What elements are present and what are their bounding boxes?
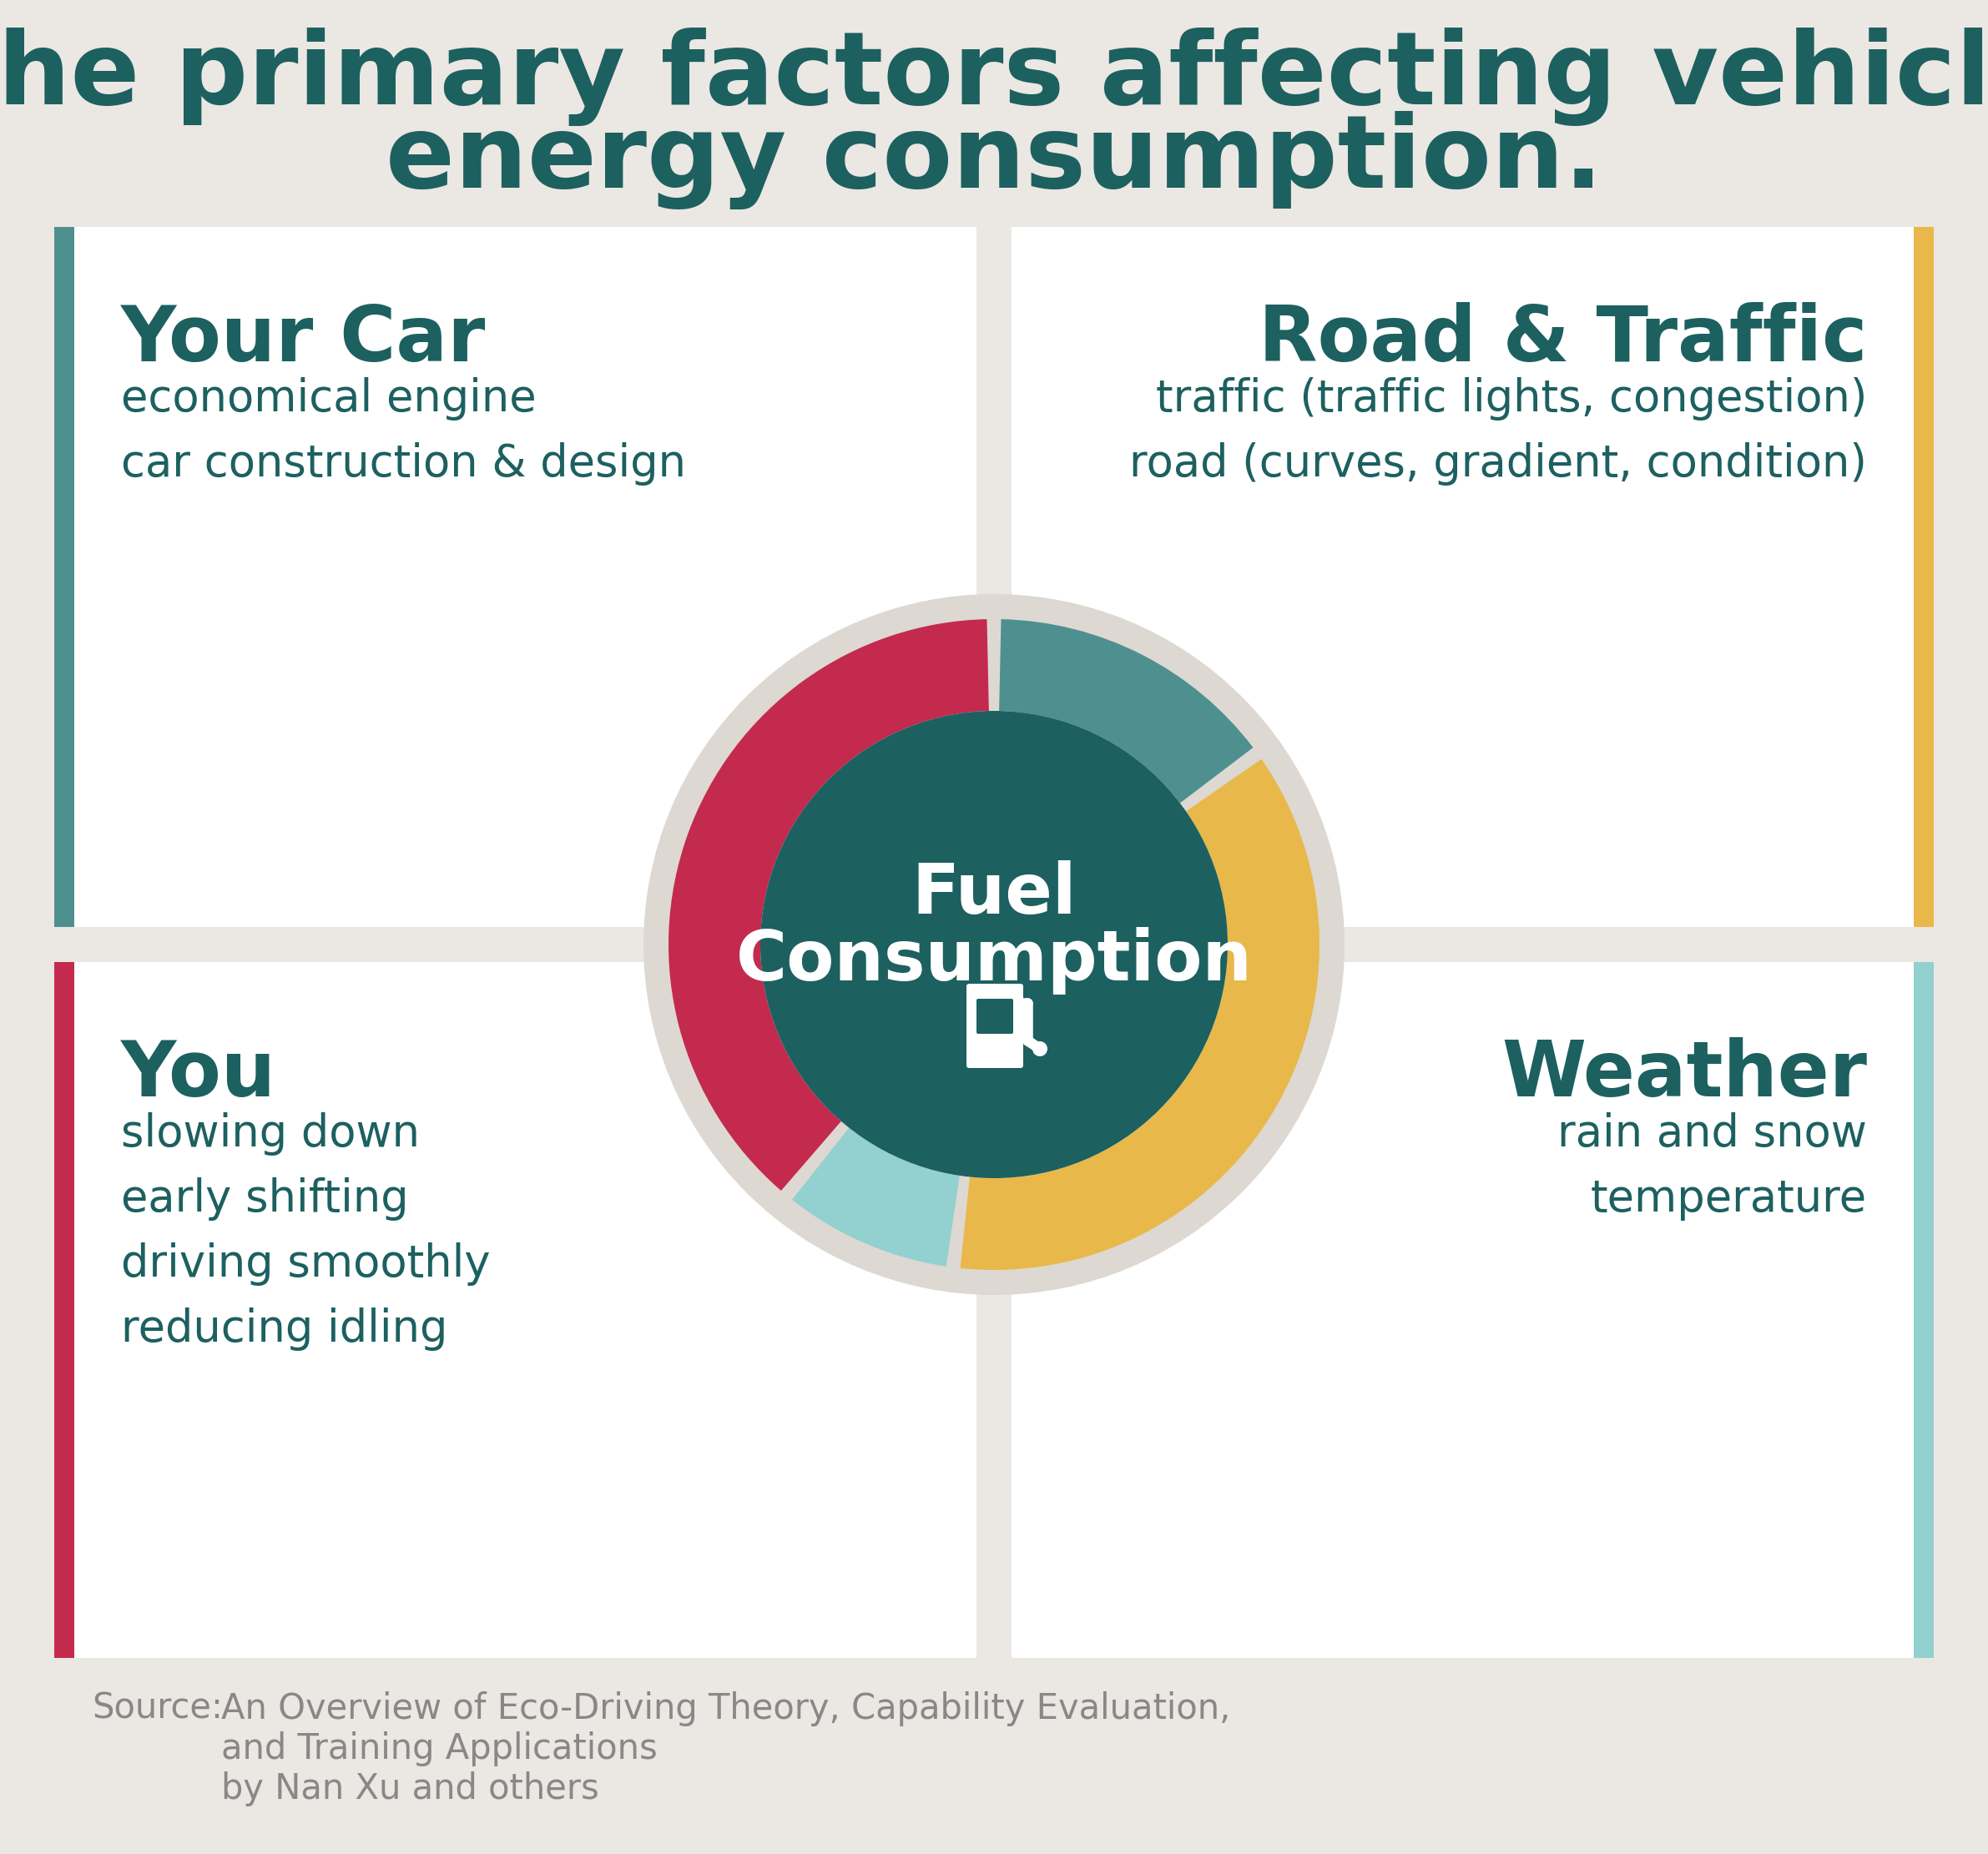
Circle shape — [759, 710, 1229, 1177]
Text: economical engine: economical engine — [121, 376, 537, 421]
Text: early shifting: early shifting — [121, 1177, 410, 1220]
Text: slowing down: slowing down — [121, 1112, 419, 1155]
FancyBboxPatch shape — [1914, 962, 1934, 1657]
Text: rain and snow: rain and snow — [1557, 1112, 1867, 1155]
Text: Road & Traffic: Road & Traffic — [1258, 302, 1867, 376]
FancyBboxPatch shape — [1012, 226, 1934, 927]
Text: Fuel: Fuel — [912, 860, 1076, 929]
Wedge shape — [668, 619, 988, 1190]
FancyBboxPatch shape — [54, 226, 976, 927]
Text: road (curves, gradient, condition): road (curves, gradient, condition) — [1129, 443, 1867, 486]
FancyBboxPatch shape — [1914, 226, 1934, 927]
Text: Your Car: Your Car — [121, 302, 485, 376]
Text: The primary factors affecting vehicle: The primary factors affecting vehicle — [0, 28, 1988, 126]
Circle shape — [644, 593, 1344, 1294]
FancyBboxPatch shape — [54, 962, 976, 1657]
Text: An Overview of Eco-Driving Theory, Capability Evaluation,: An Overview of Eco-Driving Theory, Capab… — [221, 1691, 1231, 1726]
FancyBboxPatch shape — [54, 226, 74, 927]
Circle shape — [1032, 1042, 1048, 1057]
FancyBboxPatch shape — [966, 984, 1024, 1068]
FancyBboxPatch shape — [1012, 962, 1934, 1657]
Text: driving smoothly: driving smoothly — [121, 1242, 491, 1287]
Wedge shape — [960, 758, 1320, 1270]
Text: Consumption: Consumption — [736, 927, 1252, 996]
Wedge shape — [1000, 619, 1252, 803]
Wedge shape — [791, 1127, 960, 1266]
Text: Weather: Weather — [1501, 1036, 1867, 1112]
Text: traffic (traffic lights, congestion): traffic (traffic lights, congestion) — [1155, 376, 1867, 421]
Text: reducing idling: reducing idling — [121, 1307, 447, 1352]
FancyBboxPatch shape — [54, 962, 74, 1657]
Text: and Training Applications: and Training Applications — [221, 1732, 658, 1767]
Text: Source:: Source: — [91, 1691, 223, 1726]
FancyBboxPatch shape — [976, 999, 1014, 1035]
Text: energy consumption.: energy consumption. — [386, 111, 1602, 210]
Text: car construction & design: car construction & design — [121, 443, 686, 486]
Text: temperature: temperature — [1590, 1177, 1867, 1220]
Text: You: You — [121, 1036, 276, 1112]
Text: by Nan Xu and others: by Nan Xu and others — [221, 1771, 598, 1806]
